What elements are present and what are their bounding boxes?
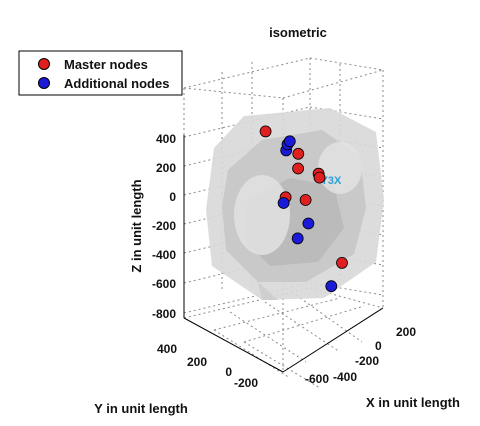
structure-cloud <box>206 108 384 300</box>
z-tick-0: 400 <box>156 132 176 146</box>
master-node-point-5 <box>299 194 312 206</box>
x-tick-1: 0 <box>375 339 382 353</box>
legend: Master nodes Additional nodes <box>18 50 183 96</box>
legend-label-master: Master nodes <box>64 57 148 72</box>
additional-node-point-2 <box>283 135 296 148</box>
y-tick-0: 400 <box>157 342 177 356</box>
y-tick-2: 0 <box>225 365 232 379</box>
z-tick-4: -400 <box>152 248 176 262</box>
y-axis-label: Y in unit length <box>94 401 188 416</box>
axes <box>183 135 384 373</box>
master-node-point-1 <box>292 147 305 160</box>
legend-label-additional: Additional nodes <box>64 76 169 91</box>
y-tick-labels: 400 200 0-200 <box>157 342 258 390</box>
x-tick-3: -400 <box>333 370 357 384</box>
additional-node-point-6 <box>325 280 338 293</box>
y-tick-1: 200 <box>187 355 207 369</box>
master-node-point-7 <box>336 256 348 269</box>
x-tick-2: -200 <box>355 354 379 368</box>
axis-triad-label: Y3X <box>321 175 342 187</box>
z-tick-3: -200 <box>152 219 176 233</box>
master-node-point-2 <box>292 162 305 175</box>
y-tick-3: -200 <box>234 376 258 390</box>
z-tick-6: -800 <box>152 307 176 321</box>
x-axis-label: X in unit length <box>366 395 460 410</box>
z-axis-label: Z in unit length <box>129 179 144 272</box>
x-tick-4: -600 <box>305 372 329 386</box>
data-points <box>259 125 348 293</box>
master-node-point-0 <box>259 125 272 138</box>
master-node-point-4 <box>313 171 326 184</box>
z-tick-1: 200 <box>156 161 176 175</box>
additional-node-point-4 <box>291 232 304 245</box>
z-tick-labels: 400 200 0 -200 -400 -600 -800 <box>152 132 176 321</box>
z-tick-5: -600 <box>152 277 176 291</box>
additional-node-point-3 <box>277 197 290 209</box>
x-tick-labels: 200 0-200 -400 -600 <box>305 325 416 386</box>
z-tick-2: 0 <box>169 190 176 204</box>
legend-marker-master <box>38 58 50 70</box>
chart-title: isometric <box>269 25 327 40</box>
x-tick-0: 200 <box>396 325 416 339</box>
legend-marker-additional <box>38 77 50 89</box>
additional-node-point-5 <box>302 217 315 230</box>
